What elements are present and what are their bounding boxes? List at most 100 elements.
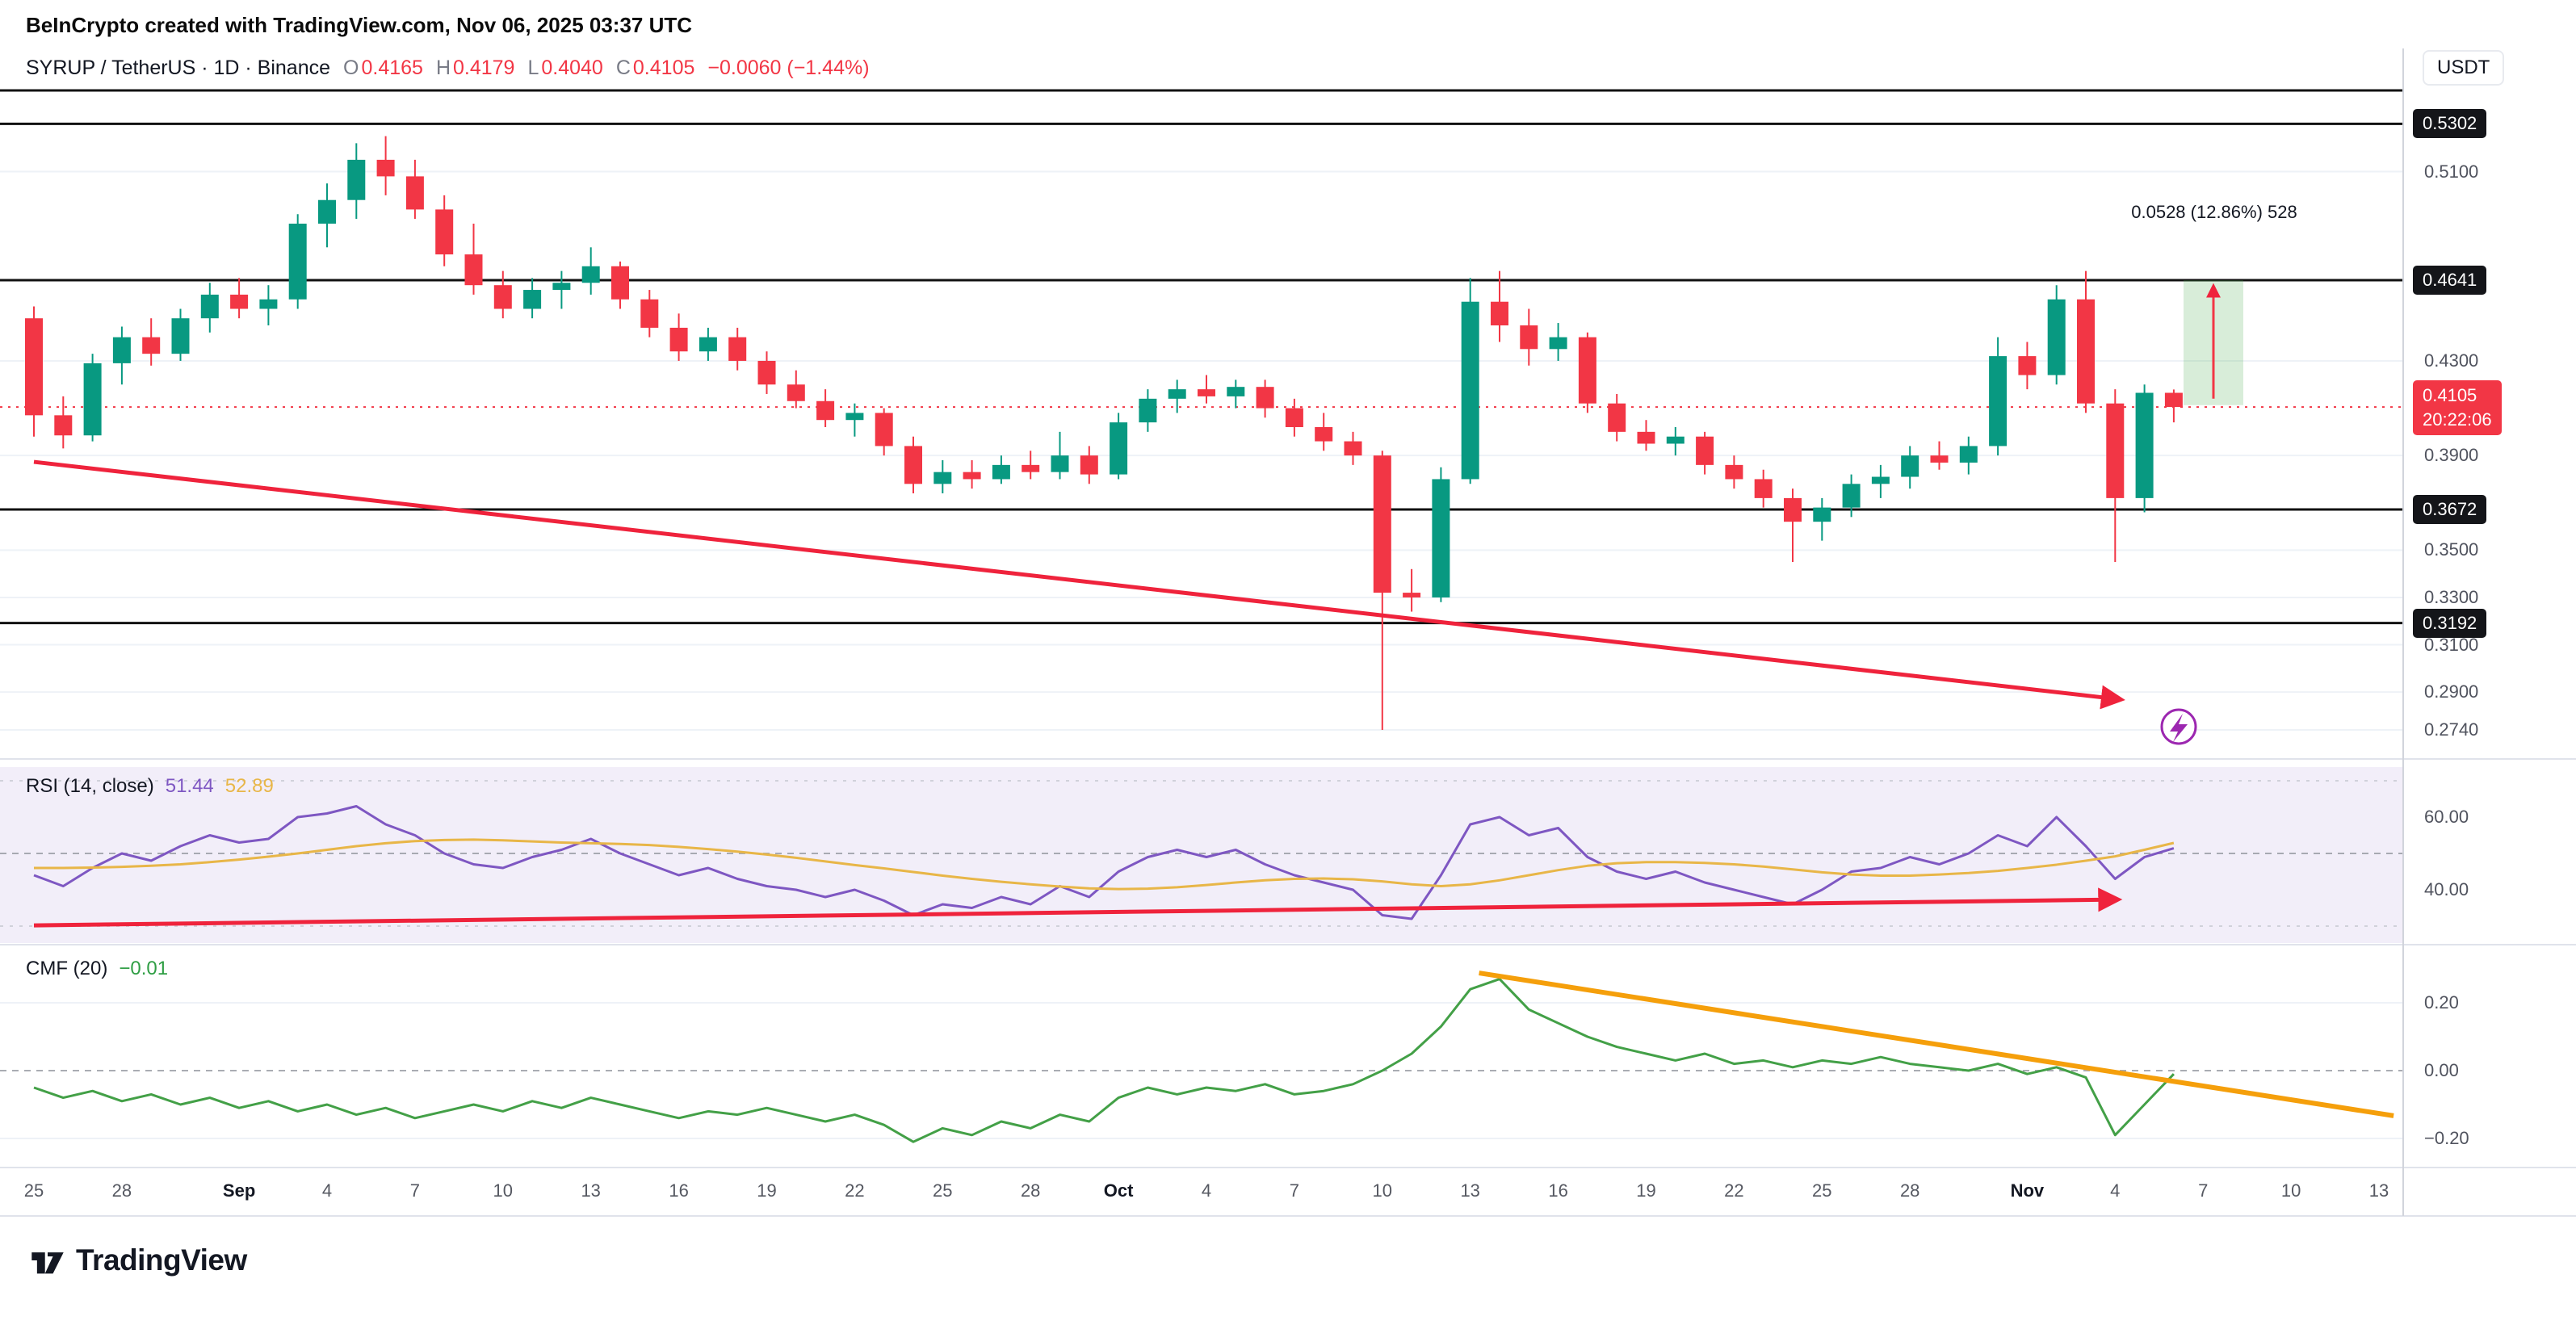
time-axis-tick[interactable]: 22 xyxy=(1724,1180,1744,1201)
price-axis-label[interactable]: 0.5100 xyxy=(2424,161,2479,182)
cmf-line xyxy=(33,978,2175,1143)
candle xyxy=(1813,507,1831,522)
candle xyxy=(1139,398,1157,423)
candle xyxy=(318,199,336,224)
time-axis-tick[interactable]: 10 xyxy=(493,1180,514,1201)
time-axis-tick[interactable]: 19 xyxy=(1636,1180,1656,1201)
rsi-axis-label[interactable]: 40.00 xyxy=(2424,879,2469,899)
candle xyxy=(611,266,629,300)
price-axis-label[interactable]: 0.3300 xyxy=(2424,586,2479,607)
candle xyxy=(2106,403,2125,498)
time-axis-tick[interactable]: 4 xyxy=(1201,1180,1212,1201)
candle xyxy=(992,464,1010,480)
candle xyxy=(1403,593,1421,597)
symbol-info-bar[interactable]: SYRUP / TetherUS · 1D · Binance O 0.4165 H 0… xyxy=(26,57,870,80)
open-label: O xyxy=(343,57,359,79)
cmf-axis-label[interactable]: 0.00 xyxy=(2424,1060,2459,1080)
time-axis-tick[interactable]: 22 xyxy=(845,1180,865,1201)
candle xyxy=(2077,299,2095,404)
rsi-trendline[interactable] xyxy=(33,887,2123,928)
candle xyxy=(171,318,190,354)
time-axis-tick[interactable]: 4 xyxy=(321,1180,333,1201)
candle xyxy=(669,327,688,352)
lightning-icon[interactable] xyxy=(2160,708,2197,745)
candle xyxy=(523,290,542,309)
time-axis-tick[interactable]: 7 xyxy=(1289,1180,1300,1201)
candle xyxy=(1227,387,1245,396)
time-axis-tick[interactable]: 7 xyxy=(409,1180,421,1201)
time-axis-tick[interactable]: 25 xyxy=(1812,1180,1832,1201)
time-axis-tick[interactable]: 13 xyxy=(2368,1180,2389,1201)
time-axis-tick[interactable]: 4 xyxy=(2110,1180,2121,1201)
candle xyxy=(1256,387,1274,409)
rsi-line xyxy=(33,805,2175,920)
candle xyxy=(1315,426,1333,442)
price-axis-label[interactable]: 0.2740 xyxy=(2424,719,2479,740)
candle xyxy=(200,294,219,319)
bar-countdown: 20:22:06 xyxy=(2423,409,2492,430)
rsi-indicator-title[interactable]: RSI (14, close) 51.44 52.89 xyxy=(26,775,274,798)
candle xyxy=(1432,479,1450,597)
time-axis-tick[interactable]: 25 xyxy=(933,1180,953,1201)
candle xyxy=(1784,497,1802,522)
time-axis-tick[interactable]: 16 xyxy=(1548,1180,1568,1201)
time-axis-tick[interactable]: 16 xyxy=(669,1180,689,1201)
rsi-axis-label[interactable]: 60.00 xyxy=(2424,807,2469,827)
time-axis-tick[interactable]: 10 xyxy=(1372,1180,1393,1201)
candle xyxy=(1725,464,1743,480)
cmf-trendline[interactable] xyxy=(1479,971,2394,1118)
currency-toggle[interactable]: USDT xyxy=(2423,50,2505,86)
price-level-badge: 0.4641 xyxy=(2413,266,2487,296)
candle xyxy=(1344,441,1362,456)
candle xyxy=(1168,389,1186,399)
candle xyxy=(640,299,659,328)
candle xyxy=(1930,455,1949,463)
candle xyxy=(288,224,307,300)
time-axis-tick[interactable]: Sep xyxy=(222,1180,256,1201)
time-axis-tick[interactable]: 28 xyxy=(1899,1180,1920,1201)
tradingview-logo[interactable]: TradingView xyxy=(29,1242,247,1279)
candle xyxy=(816,400,835,421)
symbol-title[interactable]: SYRUP / TetherUS · 1D · Binance xyxy=(26,57,331,79)
time-axis-tick[interactable]: 25 xyxy=(23,1180,44,1201)
candle xyxy=(1666,436,1684,444)
candle xyxy=(1491,301,1508,325)
time-axis-tick[interactable]: Oct xyxy=(1103,1180,1134,1201)
price-axis-label[interactable]: 0.2900 xyxy=(2424,681,2479,702)
time-axis-tick[interactable]: 28 xyxy=(111,1180,132,1201)
candle xyxy=(1520,325,1538,350)
price-axis-label[interactable]: 0.3900 xyxy=(2424,445,2479,466)
time-axis-tick[interactable]: 28 xyxy=(1020,1180,1041,1201)
cmf-axis-label[interactable]: −0.20 xyxy=(2424,1128,2469,1148)
time-axis-tick[interactable]: 7 xyxy=(2198,1180,2209,1201)
cmf-value: −0.01 xyxy=(119,958,169,979)
price-axis-label[interactable]: 0.3100 xyxy=(2424,634,2479,655)
time-axis-tick[interactable]: 13 xyxy=(1460,1180,1480,1201)
candle xyxy=(552,283,571,291)
measurement-label: 0.0528 (12.86%) 528 xyxy=(2131,202,2297,222)
price-axis-label[interactable]: 0.4300 xyxy=(2424,350,2479,371)
close-value: 0.4105 xyxy=(632,57,695,79)
time-axis-tick[interactable]: 19 xyxy=(757,1180,777,1201)
candle xyxy=(112,337,131,363)
price-level-badge: 0.3192 xyxy=(2413,608,2487,638)
candle xyxy=(1110,422,1128,475)
candlestick-series xyxy=(25,136,2183,731)
candle xyxy=(2135,392,2154,498)
rsi-ma-line xyxy=(34,838,2175,891)
price-axis-label[interactable]: 0.3500 xyxy=(2424,539,2479,560)
cmf-indicator-title[interactable]: CMF (20) −0.01 xyxy=(26,958,168,980)
candle xyxy=(1461,301,1479,480)
candle xyxy=(1608,403,1626,432)
candle xyxy=(875,413,893,446)
cmf-axis-label[interactable]: 0.20 xyxy=(2424,992,2459,1012)
candle xyxy=(142,337,161,354)
candle xyxy=(904,446,922,484)
price-trendline[interactable] xyxy=(33,459,2125,710)
time-axis-tick[interactable]: 13 xyxy=(581,1180,601,1201)
time-axis-tick[interactable]: Nov xyxy=(2010,1180,2045,1201)
low-label: L xyxy=(527,57,539,79)
candle xyxy=(1080,455,1098,475)
time-axis-tick[interactable]: 10 xyxy=(2280,1180,2301,1201)
